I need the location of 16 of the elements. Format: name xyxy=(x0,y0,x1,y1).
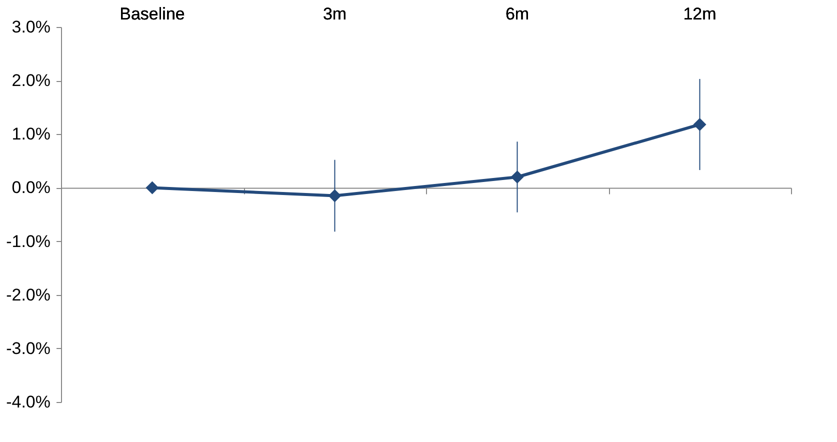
x-tick-label: 6m xyxy=(505,4,530,24)
point xyxy=(328,189,342,202)
x-tick-label: 3m xyxy=(322,4,347,24)
y-tick-label: 1.0% xyxy=(12,124,50,144)
y-tick-label: 0.0% xyxy=(12,178,50,198)
x-tick-label: Baseline xyxy=(120,4,185,24)
y-tick-label: -2.0% xyxy=(6,285,50,304)
x-tick-label: 12m xyxy=(683,4,716,24)
point xyxy=(510,170,524,184)
y-tick-label: -4.0% xyxy=(6,392,50,412)
y-tick-label: 3.0% xyxy=(12,18,50,36)
y-tick-label: 2.0% xyxy=(12,71,50,90)
point xyxy=(693,118,706,132)
y-tick-label: -1.0% xyxy=(6,232,50,251)
y-tick-label: -3.0% xyxy=(6,338,50,358)
point xyxy=(146,181,159,194)
